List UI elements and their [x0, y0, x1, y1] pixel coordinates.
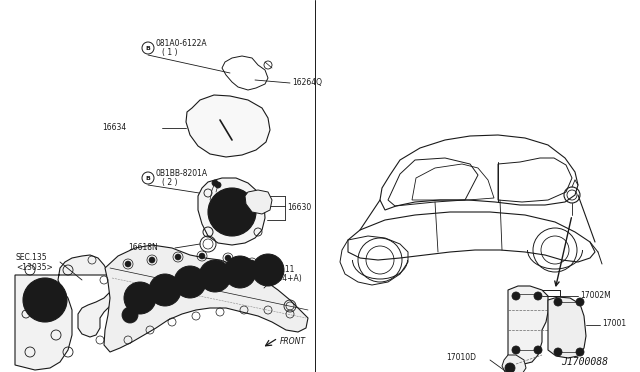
- Text: J1700088: J1700088: [561, 357, 608, 367]
- Circle shape: [185, 277, 195, 287]
- Text: ( 1 ): ( 1 ): [162, 48, 177, 57]
- Circle shape: [208, 188, 256, 236]
- Circle shape: [224, 256, 256, 288]
- Text: 17002M: 17002M: [580, 291, 611, 299]
- Circle shape: [125, 310, 135, 320]
- Polygon shape: [198, 178, 265, 245]
- Circle shape: [554, 298, 562, 306]
- Circle shape: [225, 255, 231, 261]
- Polygon shape: [548, 297, 586, 358]
- Text: 16264Q: 16264Q: [292, 77, 322, 87]
- Text: B: B: [145, 45, 150, 51]
- Circle shape: [149, 274, 181, 306]
- Circle shape: [160, 285, 170, 295]
- Circle shape: [210, 271, 220, 281]
- Circle shape: [534, 346, 542, 354]
- Text: 16634: 16634: [102, 122, 126, 131]
- Text: 16618N: 16618N: [128, 243, 157, 251]
- Circle shape: [218, 198, 246, 226]
- Circle shape: [252, 254, 284, 286]
- Circle shape: [124, 282, 156, 314]
- Circle shape: [249, 260, 255, 266]
- Text: 0B1BB-8201A: 0B1BB-8201A: [156, 170, 208, 179]
- Text: FRONT: FRONT: [280, 337, 306, 346]
- Circle shape: [235, 267, 245, 277]
- Circle shape: [199, 260, 231, 292]
- Text: <13035>: <13035>: [16, 263, 52, 272]
- Circle shape: [512, 292, 520, 300]
- Circle shape: [180, 272, 200, 292]
- Circle shape: [199, 253, 205, 259]
- Text: SEC.111: SEC.111: [264, 266, 296, 275]
- Polygon shape: [508, 286, 548, 364]
- Circle shape: [122, 307, 138, 323]
- Text: B: B: [145, 176, 150, 180]
- Circle shape: [576, 348, 584, 356]
- Circle shape: [31, 286, 59, 314]
- Circle shape: [230, 262, 250, 282]
- Circle shape: [534, 292, 542, 300]
- Circle shape: [174, 266, 206, 298]
- Polygon shape: [104, 245, 308, 352]
- Text: SEC.135: SEC.135: [16, 253, 47, 263]
- Circle shape: [175, 254, 181, 260]
- Circle shape: [125, 261, 131, 267]
- Polygon shape: [15, 255, 118, 370]
- Circle shape: [205, 266, 225, 286]
- Circle shape: [273, 269, 279, 275]
- Circle shape: [507, 365, 513, 371]
- Text: 17010D: 17010D: [446, 353, 476, 362]
- Circle shape: [212, 180, 218, 186]
- Text: 081A0-6122A: 081A0-6122A: [156, 39, 207, 48]
- Circle shape: [149, 257, 155, 263]
- Polygon shape: [245, 190, 272, 214]
- Text: 17001: 17001: [602, 320, 626, 328]
- Text: (13264+A): (13264+A): [260, 273, 301, 282]
- Circle shape: [23, 278, 67, 322]
- Circle shape: [554, 348, 562, 356]
- Circle shape: [215, 182, 221, 188]
- Circle shape: [576, 298, 584, 306]
- Circle shape: [130, 288, 150, 308]
- Text: 16630: 16630: [287, 203, 311, 212]
- Circle shape: [263, 265, 273, 275]
- Circle shape: [512, 346, 520, 354]
- Circle shape: [258, 260, 278, 280]
- Circle shape: [37, 292, 53, 308]
- Polygon shape: [186, 95, 270, 157]
- Circle shape: [135, 293, 145, 303]
- Circle shape: [155, 280, 175, 300]
- Text: ( 2 ): ( 2 ): [162, 177, 177, 186]
- Polygon shape: [502, 355, 526, 372]
- Circle shape: [505, 363, 515, 372]
